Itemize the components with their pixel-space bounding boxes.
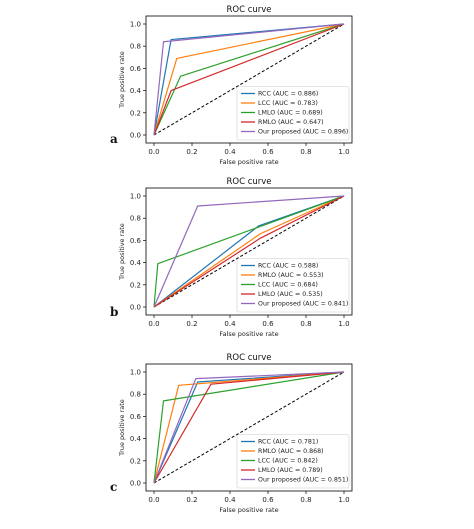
x-tick-label: 0.6 bbox=[262, 496, 274, 504]
x-tick-label: 1.0 bbox=[338, 320, 349, 328]
x-axis-label: False positive rate bbox=[219, 506, 278, 514]
roc-series-line-2 bbox=[153, 195, 345, 308]
y-tick-label: 0.8 bbox=[130, 43, 141, 51]
legend-entry: Our proposed (AUC = 0.841) bbox=[258, 301, 348, 308]
y-tick-label: 0.0 bbox=[130, 304, 141, 312]
panel-letter: a bbox=[110, 132, 118, 146]
y-axis-label: True positive rate bbox=[118, 223, 126, 281]
x-tick-label: 0.4 bbox=[224, 320, 236, 328]
roc-series-line-5 bbox=[153, 195, 345, 308]
roc-series-line-3 bbox=[153, 195, 345, 308]
legend-box bbox=[236, 86, 350, 141]
y-tick-label: 0.8 bbox=[130, 215, 141, 223]
legend: RCC (AUC = 0.781) RMLO (AUC = 0.868) LCC (… bbox=[236, 434, 350, 489]
legend-box bbox=[236, 434, 350, 489]
chance-diagonal-line bbox=[153, 195, 345, 308]
chart-title: ROC curve bbox=[226, 353, 271, 363]
x-tick-label: 1.0 bbox=[338, 496, 349, 504]
legend: RCC (AUC = 0.886) LCC (AUC = 0.783) LMLO (… bbox=[236, 86, 350, 141]
legend-entry: LMLO (AUC = 0.689) bbox=[258, 110, 323, 117]
y-tick-label: 1.0 bbox=[130, 193, 141, 201]
x-tick-label: 0.0 bbox=[148, 320, 159, 328]
x-tick-label: 0.8 bbox=[300, 496, 311, 504]
legend-entry: LCC (AUC = 0.842) bbox=[258, 458, 318, 465]
y-tick-label: 0.2 bbox=[130, 109, 141, 117]
x-tick-label: 0.2 bbox=[186, 148, 197, 156]
chance-diagonal-line bbox=[153, 23, 345, 136]
y-tick-label: 0.0 bbox=[130, 480, 141, 488]
y-tick-label: 0.4 bbox=[130, 435, 142, 443]
roc-series-line-2 bbox=[153, 371, 345, 484]
legend-box bbox=[236, 258, 350, 313]
x-axis-label: False positive rate bbox=[219, 158, 278, 166]
x-tick-label: 0.6 bbox=[262, 148, 274, 156]
y-tick-label: 0.6 bbox=[130, 65, 142, 73]
x-axis-label: False positive rate bbox=[219, 330, 278, 338]
roc-series-line-5 bbox=[153, 23, 345, 136]
x-tick-label: 1.0 bbox=[338, 148, 349, 156]
legend-entry: RCC (AUC = 0.886) bbox=[258, 91, 318, 98]
x-tick-label: 0.0 bbox=[148, 148, 159, 156]
panel-letter: c bbox=[110, 480, 117, 494]
roc-series-line-4 bbox=[153, 195, 345, 308]
y-tick-label: 0.6 bbox=[130, 237, 142, 245]
x-tick-label: 0.4 bbox=[224, 148, 236, 156]
chance-diagonal-line bbox=[153, 371, 345, 484]
x-tick-label: 0.4 bbox=[224, 496, 236, 504]
y-tick-label: 0.6 bbox=[130, 413, 142, 421]
legend-entry: LCC (AUC = 0.684) bbox=[258, 282, 318, 289]
roc-series-line-3 bbox=[153, 371, 345, 484]
y-tick-label: 0.8 bbox=[130, 391, 141, 399]
legend-entry: RMLO (AUC = 0.647) bbox=[258, 119, 324, 126]
y-tick-label: 0.4 bbox=[130, 87, 142, 95]
chart-title: ROC curve bbox=[226, 5, 271, 15]
roc-panel-a: ROC curve 0.0 0.2 0.4 0.6 0.8 1.0 0.0 0.2 0.4 0.6 0… bbox=[110, 5, 353, 166]
legend: RCC (AUC = 0.588) RMLO (AUC = 0.553) LCC (… bbox=[236, 258, 350, 313]
legend-entry: RCC (AUC = 0.588) bbox=[258, 263, 318, 270]
y-axis-label: True positive rate bbox=[118, 399, 126, 457]
x-tick-label: 0.6 bbox=[262, 320, 274, 328]
roc-series-line-4 bbox=[153, 23, 345, 136]
legend-entry: LCC (AUC = 0.783) bbox=[258, 100, 318, 107]
y-tick-label: 1.0 bbox=[130, 369, 141, 377]
legend-entry: RCC (AUC = 0.781) bbox=[258, 439, 318, 446]
x-tick-label: 0.8 bbox=[300, 148, 311, 156]
roc-series-line-3 bbox=[153, 23, 345, 136]
x-tick-label: 0.2 bbox=[186, 320, 197, 328]
y-tick-label: 0.2 bbox=[130, 457, 141, 465]
roc-panel-b: ROC curve 0.0 0.2 0.4 0.6 0.8 1.0 0.0 0.2 0.4 0.6 0… bbox=[110, 177, 353, 338]
legend-entry: LMLO (AUC = 0.789) bbox=[258, 467, 323, 474]
chart-title: ROC curve bbox=[226, 177, 271, 187]
roc-panel-c: ROC curve 0.0 0.2 0.4 0.6 0.8 1.0 0.0 0.2 0.4 0.6 0… bbox=[110, 353, 353, 514]
x-tick-label: 0.8 bbox=[300, 320, 311, 328]
legend-entry: RMLO (AUC = 0.553) bbox=[258, 272, 324, 279]
y-axis-label: True positive rate bbox=[118, 51, 126, 109]
panel-letter: b bbox=[110, 305, 118, 319]
legend-entry: RMLO (AUC = 0.868) bbox=[258, 448, 324, 455]
roc-series-line-2 bbox=[153, 23, 345, 136]
legend-entry: Our proposed (AUC = 0.896) bbox=[258, 129, 348, 136]
y-tick-label: 0.2 bbox=[130, 281, 141, 289]
x-tick-label: 0.0 bbox=[148, 496, 159, 504]
roc-series-line-5 bbox=[153, 371, 345, 484]
y-tick-label: 0.0 bbox=[130, 132, 141, 140]
legend-entry: Our proposed (AUC = 0.851) bbox=[258, 477, 348, 484]
legend-entry: LMLO (AUC = 0.535) bbox=[258, 291, 323, 298]
y-tick-label: 0.4 bbox=[130, 259, 142, 267]
x-tick-label: 0.2 bbox=[186, 496, 197, 504]
roc-series-line-4 bbox=[153, 371, 345, 484]
y-tick-label: 1.0 bbox=[130, 21, 141, 29]
